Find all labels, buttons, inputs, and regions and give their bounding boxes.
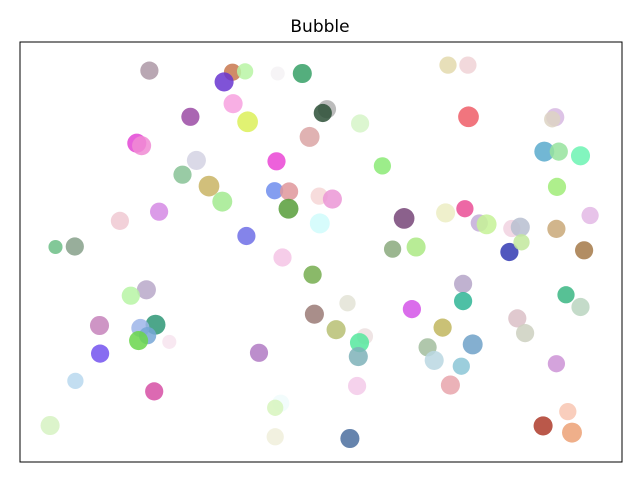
bubble-point-44 xyxy=(510,217,530,237)
bubble-point-72 xyxy=(508,309,527,328)
bubble-point-9 xyxy=(181,107,200,126)
bubble-point-94 xyxy=(266,428,284,446)
bubble-point-2 xyxy=(236,63,254,80)
bubble-point-24 xyxy=(549,142,568,161)
bubble-point-5 xyxy=(214,72,234,92)
bubble-layer xyxy=(40,56,599,449)
chart-title: Bubble xyxy=(290,17,349,37)
bubble-point-21 xyxy=(267,152,286,171)
bubble-point-75 xyxy=(129,331,149,351)
bubble-point-63 xyxy=(571,297,590,317)
bubble-point-27 xyxy=(198,175,220,197)
bubble-point-54 xyxy=(575,241,594,260)
bubble-point-7 xyxy=(459,56,477,74)
bubble-point-13 xyxy=(351,114,370,133)
bubble-point-40 xyxy=(581,206,599,225)
bubble-point-19 xyxy=(132,136,152,156)
bubble-point-26 xyxy=(173,165,192,184)
bubble-point-16 xyxy=(544,111,561,128)
bubble-point-91 xyxy=(267,399,284,416)
bubble-point-84 xyxy=(462,334,483,355)
bubble-point-52 xyxy=(500,242,519,262)
bubble-point-93 xyxy=(40,415,60,436)
bubble-point-71 xyxy=(433,318,452,337)
bubble-point-34 xyxy=(150,202,169,221)
bubble-point-95 xyxy=(340,428,360,449)
bubble-point-28 xyxy=(265,182,284,200)
bubble-point-53 xyxy=(513,234,530,251)
bubble-point-4 xyxy=(292,63,312,84)
bubble-point-17 xyxy=(299,126,320,147)
bubble-point-58 xyxy=(121,286,140,305)
bubble-point-85 xyxy=(547,355,566,373)
bubble-point-49 xyxy=(65,237,84,256)
bubble-point-65 xyxy=(304,304,324,324)
bubble-point-59 xyxy=(454,274,473,293)
bubble-point-70 xyxy=(326,320,346,340)
bubble-point-6 xyxy=(439,56,457,74)
bubble-point-20 xyxy=(186,150,206,170)
bubble-point-39 xyxy=(547,177,567,196)
bubble-point-76 xyxy=(162,334,177,349)
bubble-point-30 xyxy=(212,191,233,212)
bubble-point-33 xyxy=(322,189,342,209)
bubble-point-82 xyxy=(424,350,444,370)
bubble-point-79 xyxy=(249,343,269,362)
bubble-point-48 xyxy=(48,239,63,255)
bubble-point-0 xyxy=(140,61,159,80)
bubble-point-23 xyxy=(534,141,555,162)
bubble-point-14 xyxy=(458,106,479,128)
bubble-point-77 xyxy=(349,333,370,353)
bubble-point-55 xyxy=(273,248,292,267)
bubble-point-64 xyxy=(402,300,421,319)
bubble-point-38 xyxy=(456,200,474,218)
bubble-point-78 xyxy=(91,344,110,363)
bubble-point-97 xyxy=(562,422,582,443)
bubble-point-25 xyxy=(570,146,591,166)
bubble-point-87 xyxy=(145,382,164,401)
bubble-point-61 xyxy=(454,292,473,311)
plot-frame xyxy=(19,41,623,463)
bubble-point-88 xyxy=(348,376,367,396)
bubble-point-96 xyxy=(533,416,553,436)
bubble-point-3 xyxy=(270,66,285,81)
bubble-point-37 xyxy=(436,203,456,223)
bubble-point-83 xyxy=(452,357,470,375)
bubble-point-35 xyxy=(110,211,129,230)
bubble-point-57 xyxy=(136,280,156,300)
bubble-point-46 xyxy=(309,213,330,234)
bubble-point-80 xyxy=(348,347,368,367)
bubble-point-45 xyxy=(547,219,566,238)
bubble-point-92 xyxy=(559,402,577,421)
bubble-point-47 xyxy=(237,226,256,246)
bubble-point-89 xyxy=(440,375,460,395)
bubble-point-29 xyxy=(280,182,299,201)
bubble-point-36 xyxy=(393,208,415,229)
bubble-point-22 xyxy=(373,157,392,175)
bubble-point-86 xyxy=(67,372,84,390)
bubble-point-50 xyxy=(383,240,402,258)
bubble-point-12 xyxy=(313,103,332,123)
bubble-point-73 xyxy=(516,324,535,343)
bubble-point-62 xyxy=(339,295,356,312)
bubble-point-8 xyxy=(223,94,243,114)
bubble-point-42 xyxy=(476,214,497,235)
bubble-point-10 xyxy=(237,111,258,133)
bubble-point-66 xyxy=(89,315,110,336)
bubble-point-56 xyxy=(303,265,322,284)
bubble-point-60 xyxy=(557,286,575,304)
bubble-point-31 xyxy=(278,198,299,219)
bubble-point-51 xyxy=(406,237,426,257)
